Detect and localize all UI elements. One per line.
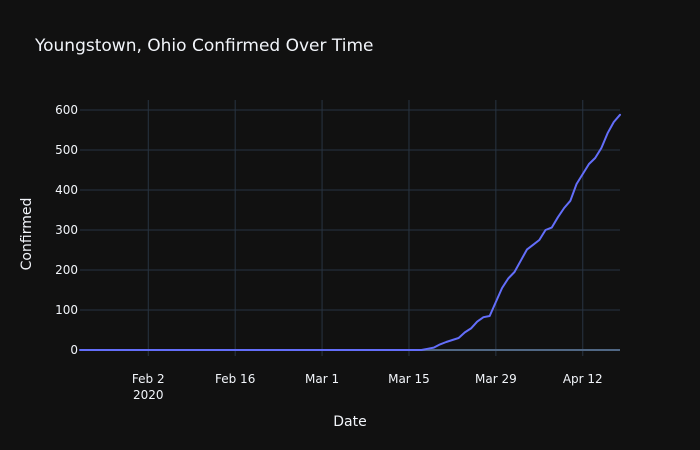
x-tick-sublabel: 2020 <box>133 388 164 402</box>
x-tick-label: Apr 12 <box>563 372 603 386</box>
y-tick-label: 400 <box>55 183 78 197</box>
x-tick-label: Mar 1 <box>305 372 339 386</box>
series-layer <box>79 113 621 351</box>
x-tick-label: Feb 2 <box>132 372 165 386</box>
y-tick-label: 100 <box>55 303 78 317</box>
x-tick-label: Mar 29 <box>475 372 517 386</box>
y-tick-label: 300 <box>55 223 78 237</box>
y-tick-label: 500 <box>55 143 78 157</box>
y-axis-title: Confirmed <box>19 198 35 271</box>
x-axis-title: Date <box>333 414 366 430</box>
y-tick-label: 200 <box>55 263 78 277</box>
plot-area <box>80 100 620 356</box>
series-line <box>79 113 621 351</box>
y-tick-label: 0 <box>70 343 78 357</box>
x-tick-label: Mar 15 <box>388 372 430 386</box>
y-tick-label: 600 <box>55 103 78 117</box>
x-axis-ticks: Feb 2 2020 Feb 16 Mar 1 Mar 15 Mar 29 Apr 12 <box>132 372 603 402</box>
chart-title: Youngstown, Ohio Confirmed Over Time <box>34 36 374 56</box>
x-tick-label: Feb 16 <box>215 372 255 386</box>
y-axis-ticks: 0 100 200 300 400 500 600 <box>55 103 78 357</box>
